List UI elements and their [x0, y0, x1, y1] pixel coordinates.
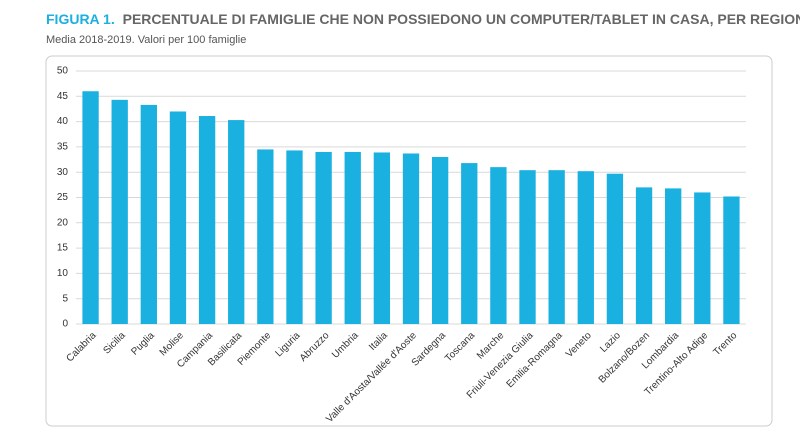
bar [635, 187, 653, 324]
chart-title: PERCENTUALE DI FAMIGLIE CHE NON POSSIEDO… [123, 11, 800, 27]
bar [606, 173, 624, 324]
bar [723, 196, 740, 324]
x-tick-label: Puglia [129, 330, 157, 358]
x-tick-label: Calabria [64, 330, 98, 364]
x-tick-label: Bolzano/Bozen [597, 330, 652, 385]
y-tick-label: 45 [57, 91, 69, 102]
bar [694, 192, 711, 324]
x-tick-label: Toscana [443, 330, 477, 364]
bar [257, 149, 274, 324]
bar [111, 99, 128, 324]
y-tick-label: 15 [57, 243, 69, 254]
x-tick-label: Sicilia [101, 330, 128, 357]
bar [315, 151, 332, 324]
bar [228, 120, 245, 324]
y-tick-label: 30 [57, 167, 69, 178]
y-tick-label: 25 [57, 192, 69, 203]
bar [198, 116, 216, 324]
bar [402, 153, 420, 324]
chart-panel [45, 55, 773, 427]
bar [344, 151, 361, 324]
chart-subtitle: Media 2018-2019. Valori per 100 famiglie [46, 34, 246, 46]
x-tick-label: Lazio [598, 330, 623, 355]
bar [519, 170, 536, 324]
bar [82, 91, 99, 325]
figure-label: FIGURA 1. [46, 11, 115, 27]
y-tick-label: 5 [62, 293, 68, 304]
bar [286, 150, 303, 324]
bar [140, 104, 157, 324]
bar [431, 157, 449, 324]
x-tick-label: Veneto [564, 330, 594, 360]
y-tick-label: 10 [57, 268, 69, 279]
x-tick-label: Umbria [330, 330, 361, 361]
bar [665, 188, 682, 324]
y-tick-label: 0 [62, 319, 68, 330]
bar [577, 171, 594, 324]
y-tick-label: 50 [57, 66, 69, 77]
bar [169, 111, 187, 324]
bar [461, 163, 478, 324]
x-tick-label: Trento [711, 330, 739, 358]
x-tick-label: Abruzzo [298, 330, 332, 364]
y-tick-label: 35 [57, 142, 69, 153]
y-tick-label: 40 [57, 116, 69, 127]
x-tick-label: Emilia-Romagna [505, 330, 565, 390]
y-tick-label: 20 [57, 217, 69, 228]
bar [490, 167, 507, 324]
x-tick-label: Italia [367, 330, 390, 353]
bar [373, 152, 391, 324]
bar [548, 170, 565, 324]
title-line: FIGURA 1. PERCENTUALE DI FAMIGLIE CHE NO… [46, 11, 800, 27]
